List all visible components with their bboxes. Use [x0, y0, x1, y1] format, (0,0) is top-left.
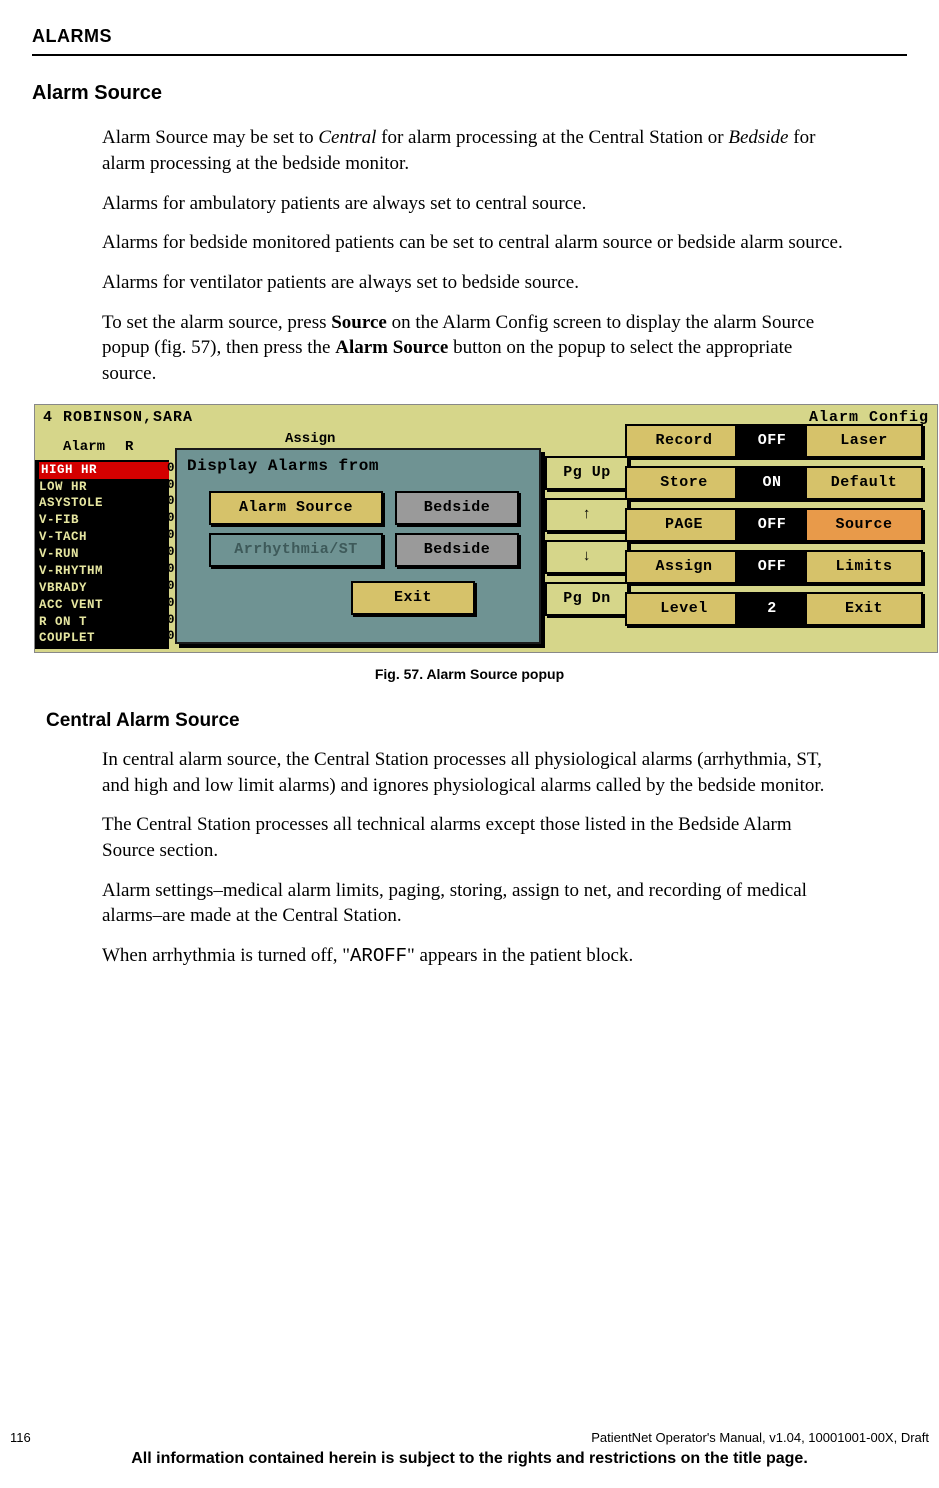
page-footer: 116 PatientNet Operator's Manual, v1.04,… — [0, 1429, 939, 1470]
alarm-item[interactable]: ACC VENT — [39, 597, 169, 614]
alarm-value-col — [167, 460, 175, 646]
text: for alarm processing at the Central Stat… — [376, 127, 728, 148]
bold-text: Source — [331, 312, 387, 333]
doc-info: PatientNet Operator's Manual, v1.04, 100… — [591, 1429, 929, 1447]
popup-title: Display Alarms from — [177, 450, 539, 484]
page-up-button[interactable]: Pg Up — [545, 456, 629, 490]
page-header: ALARMS — [32, 24, 907, 48]
laser-button[interactable]: Laser — [805, 424, 923, 458]
up-button[interactable]: ↑ — [545, 498, 629, 532]
restriction-notice: All information contained herein is subj… — [0, 1448, 939, 1470]
nav-column: Pg Up ↑ ↓ Pg Dn — [545, 456, 629, 616]
alarm-config-screenshot: 4 ROBINSON,SARA Alarm Config Alarm R Ass… — [34, 404, 938, 652]
figure-caption: Fig. 57. Alarm Source popup — [32, 665, 907, 684]
paragraph-3: Alarms for bedside monitored patients ca… — [102, 230, 847, 256]
source-button[interactable]: Source — [805, 508, 923, 542]
col-r: R — [125, 438, 133, 457]
section-title: Alarm Source — [32, 80, 907, 107]
down-button[interactable]: ↓ — [545, 540, 629, 574]
alarm-item[interactable]: V-TACH — [39, 529, 169, 546]
alarm-item-highlighted[interactable]: HIGH HR — [39, 462, 169, 479]
sub-paragraph-1: In central alarm source, the Central Sta… — [102, 747, 847, 798]
alarm-list: HIGH HR LOW HR ASYSTOLE V-FIB V-TACH V-R… — [35, 460, 169, 650]
sub-paragraph-3: Alarm settings–medical alarm limits, pag… — [102, 878, 847, 929]
alarm-item[interactable]: COUPLET — [39, 630, 169, 647]
subsection-title: Central Alarm Source — [46, 708, 907, 734]
alarm-item[interactable]: R ON T — [39, 614, 169, 631]
alarm-item[interactable]: VBRADY — [39, 580, 169, 597]
header-rule — [32, 54, 907, 56]
alarm-source-popup: Display Alarms from Alarm Source Bedside… — [175, 448, 541, 644]
paragraph-5: To set the alarm source, press Source on… — [102, 310, 847, 387]
level-value: 2 — [735, 592, 809, 626]
assign-label: Assign — [285, 430, 335, 449]
italic-text: Central — [318, 127, 376, 148]
page-value: OFF — [735, 508, 809, 542]
page-button[interactable]: PAGE — [625, 508, 743, 542]
alarm-item[interactable]: LOW HR — [39, 479, 169, 496]
exit-button[interactable]: Exit — [805, 592, 923, 626]
alarm-item[interactable]: V-RUN — [39, 546, 169, 563]
arrhythmia-st-value: Bedside — [395, 533, 519, 567]
alarm-source-button[interactable]: Alarm Source — [209, 491, 383, 525]
sub-paragraph-2: The Central Station processes all techni… — [102, 812, 847, 863]
alarm-source-value: Bedside — [395, 491, 519, 525]
italic-text: Bedside — [728, 127, 788, 148]
settings-value-column: OFF ON OFF OFF 2 — [735, 424, 809, 626]
right-button-column: Laser Default Source Limits Exit — [805, 424, 923, 626]
settings-label-column: Record Store PAGE Assign Level — [625, 424, 743, 626]
alarm-item[interactable]: V-RHYTHM — [39, 563, 169, 580]
record-value: OFF — [735, 424, 809, 458]
alarm-item[interactable]: ASYSTOLE — [39, 495, 169, 512]
paragraph-2: Alarms for ambulatory patients are alway… — [102, 191, 847, 217]
page-number: 116 — [10, 1429, 31, 1447]
col-alarm: Alarm — [63, 438, 105, 457]
limits-button[interactable]: Limits — [805, 550, 923, 584]
store-value: ON — [735, 466, 809, 500]
column-headers: Alarm R — [63, 438, 133, 457]
text: When arrhythmia is turned off, " — [102, 945, 350, 966]
text: " appears in the patient block. — [407, 945, 633, 966]
text: To set the alarm source, press — [102, 312, 331, 333]
bold-text: Alarm Source — [335, 337, 448, 358]
page-down-button[interactable]: Pg Dn — [545, 582, 629, 616]
text: Alarm Source may be set to — [102, 127, 318, 148]
screen-panel: Alarm R Assign HIGH HR LOW HR ASYSTOLE V… — [35, 432, 937, 652]
body-text: Alarm Source may be set to Central for a… — [102, 125, 847, 386]
record-button[interactable]: Record — [625, 424, 743, 458]
paragraph-4: Alarms for ventilator patients are alway… — [102, 270, 847, 296]
arrhythmia-st-button: Arrhythmia/ST — [209, 533, 383, 567]
popup-exit-button[interactable]: Exit — [351, 581, 475, 615]
default-button[interactable]: Default — [805, 466, 923, 500]
store-button[interactable]: Store — [625, 466, 743, 500]
assign-value: OFF — [735, 550, 809, 584]
subsection-body: In central alarm source, the Central Sta… — [102, 747, 847, 969]
patient-label: 4 ROBINSON,SARA — [43, 408, 193, 428]
paragraph-1: Alarm Source may be set to Central for a… — [102, 125, 847, 176]
mono-text: AROFF — [350, 945, 407, 967]
sub-paragraph-4: When arrhythmia is turned off, "AROFF" a… — [102, 943, 847, 970]
level-button[interactable]: Level — [625, 592, 743, 626]
alarm-item[interactable]: V-FIB — [39, 512, 169, 529]
assign-button[interactable]: Assign — [625, 550, 743, 584]
